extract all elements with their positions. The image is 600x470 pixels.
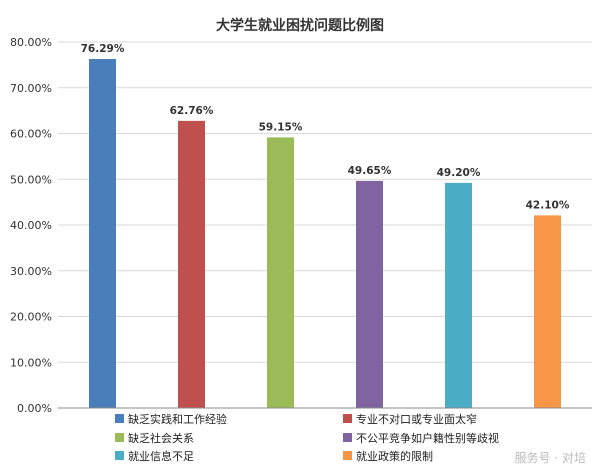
y-tick-label: 70.00%	[10, 82, 52, 95]
bar	[267, 137, 294, 409]
data-labels: 76.29% 62.76% 59.15% 49.65% 49.20% 42.10%	[81, 43, 570, 211]
legend-label: 就业信息不足	[128, 449, 194, 463]
y-axis-ticks: 0.00% 10.00% 20.00% 30.00% 40.00% 50.00% 60.00…	[10, 36, 52, 415]
bar	[445, 182, 472, 408]
y-tick-label: 60.00%	[10, 128, 52, 141]
legend-swatch	[343, 433, 352, 442]
legend-label: 缺乏社会关系	[128, 431, 194, 445]
legend-label: 就业政策的限制	[356, 449, 433, 463]
watermark: 服务号 · 对培	[515, 450, 586, 465]
bar	[356, 180, 383, 408]
y-tick-label: 10.00%	[10, 356, 52, 369]
legend-swatch	[115, 414, 124, 423]
legend-label: 缺乏实践和工作经验	[128, 412, 227, 426]
y-tick-label: 80.00%	[10, 36, 52, 49]
gridlines	[58, 41, 592, 363]
y-tick-label: 40.00%	[10, 219, 52, 232]
data-label: 62.76%	[170, 105, 214, 117]
data-label: 42.10%	[526, 199, 570, 211]
bars	[89, 58, 561, 409]
bar	[89, 58, 116, 408]
bar	[534, 215, 561, 408]
legend-swatch	[115, 433, 124, 442]
y-tick-label: 50.00%	[10, 173, 52, 186]
data-label: 49.65%	[348, 165, 392, 177]
y-tick-label: 30.00%	[10, 265, 52, 278]
legend-swatch	[343, 414, 352, 423]
legend-swatch	[115, 451, 124, 460]
bar	[178, 120, 205, 409]
chart-title: 大学生就业困扰问题比例图	[216, 17, 384, 34]
data-label: 49.20%	[437, 167, 481, 179]
legend-label: 不公平竞争如户籍性别等歧视	[356, 431, 499, 445]
legend-swatch	[343, 451, 352, 460]
legend-label: 专业不对口或专业面太窄	[356, 412, 477, 426]
y-tick-label: 20.00%	[10, 311, 52, 324]
data-label: 76.29%	[81, 43, 125, 55]
data-label: 59.15%	[259, 121, 303, 133]
y-tick-label: 0.00%	[17, 402, 52, 415]
